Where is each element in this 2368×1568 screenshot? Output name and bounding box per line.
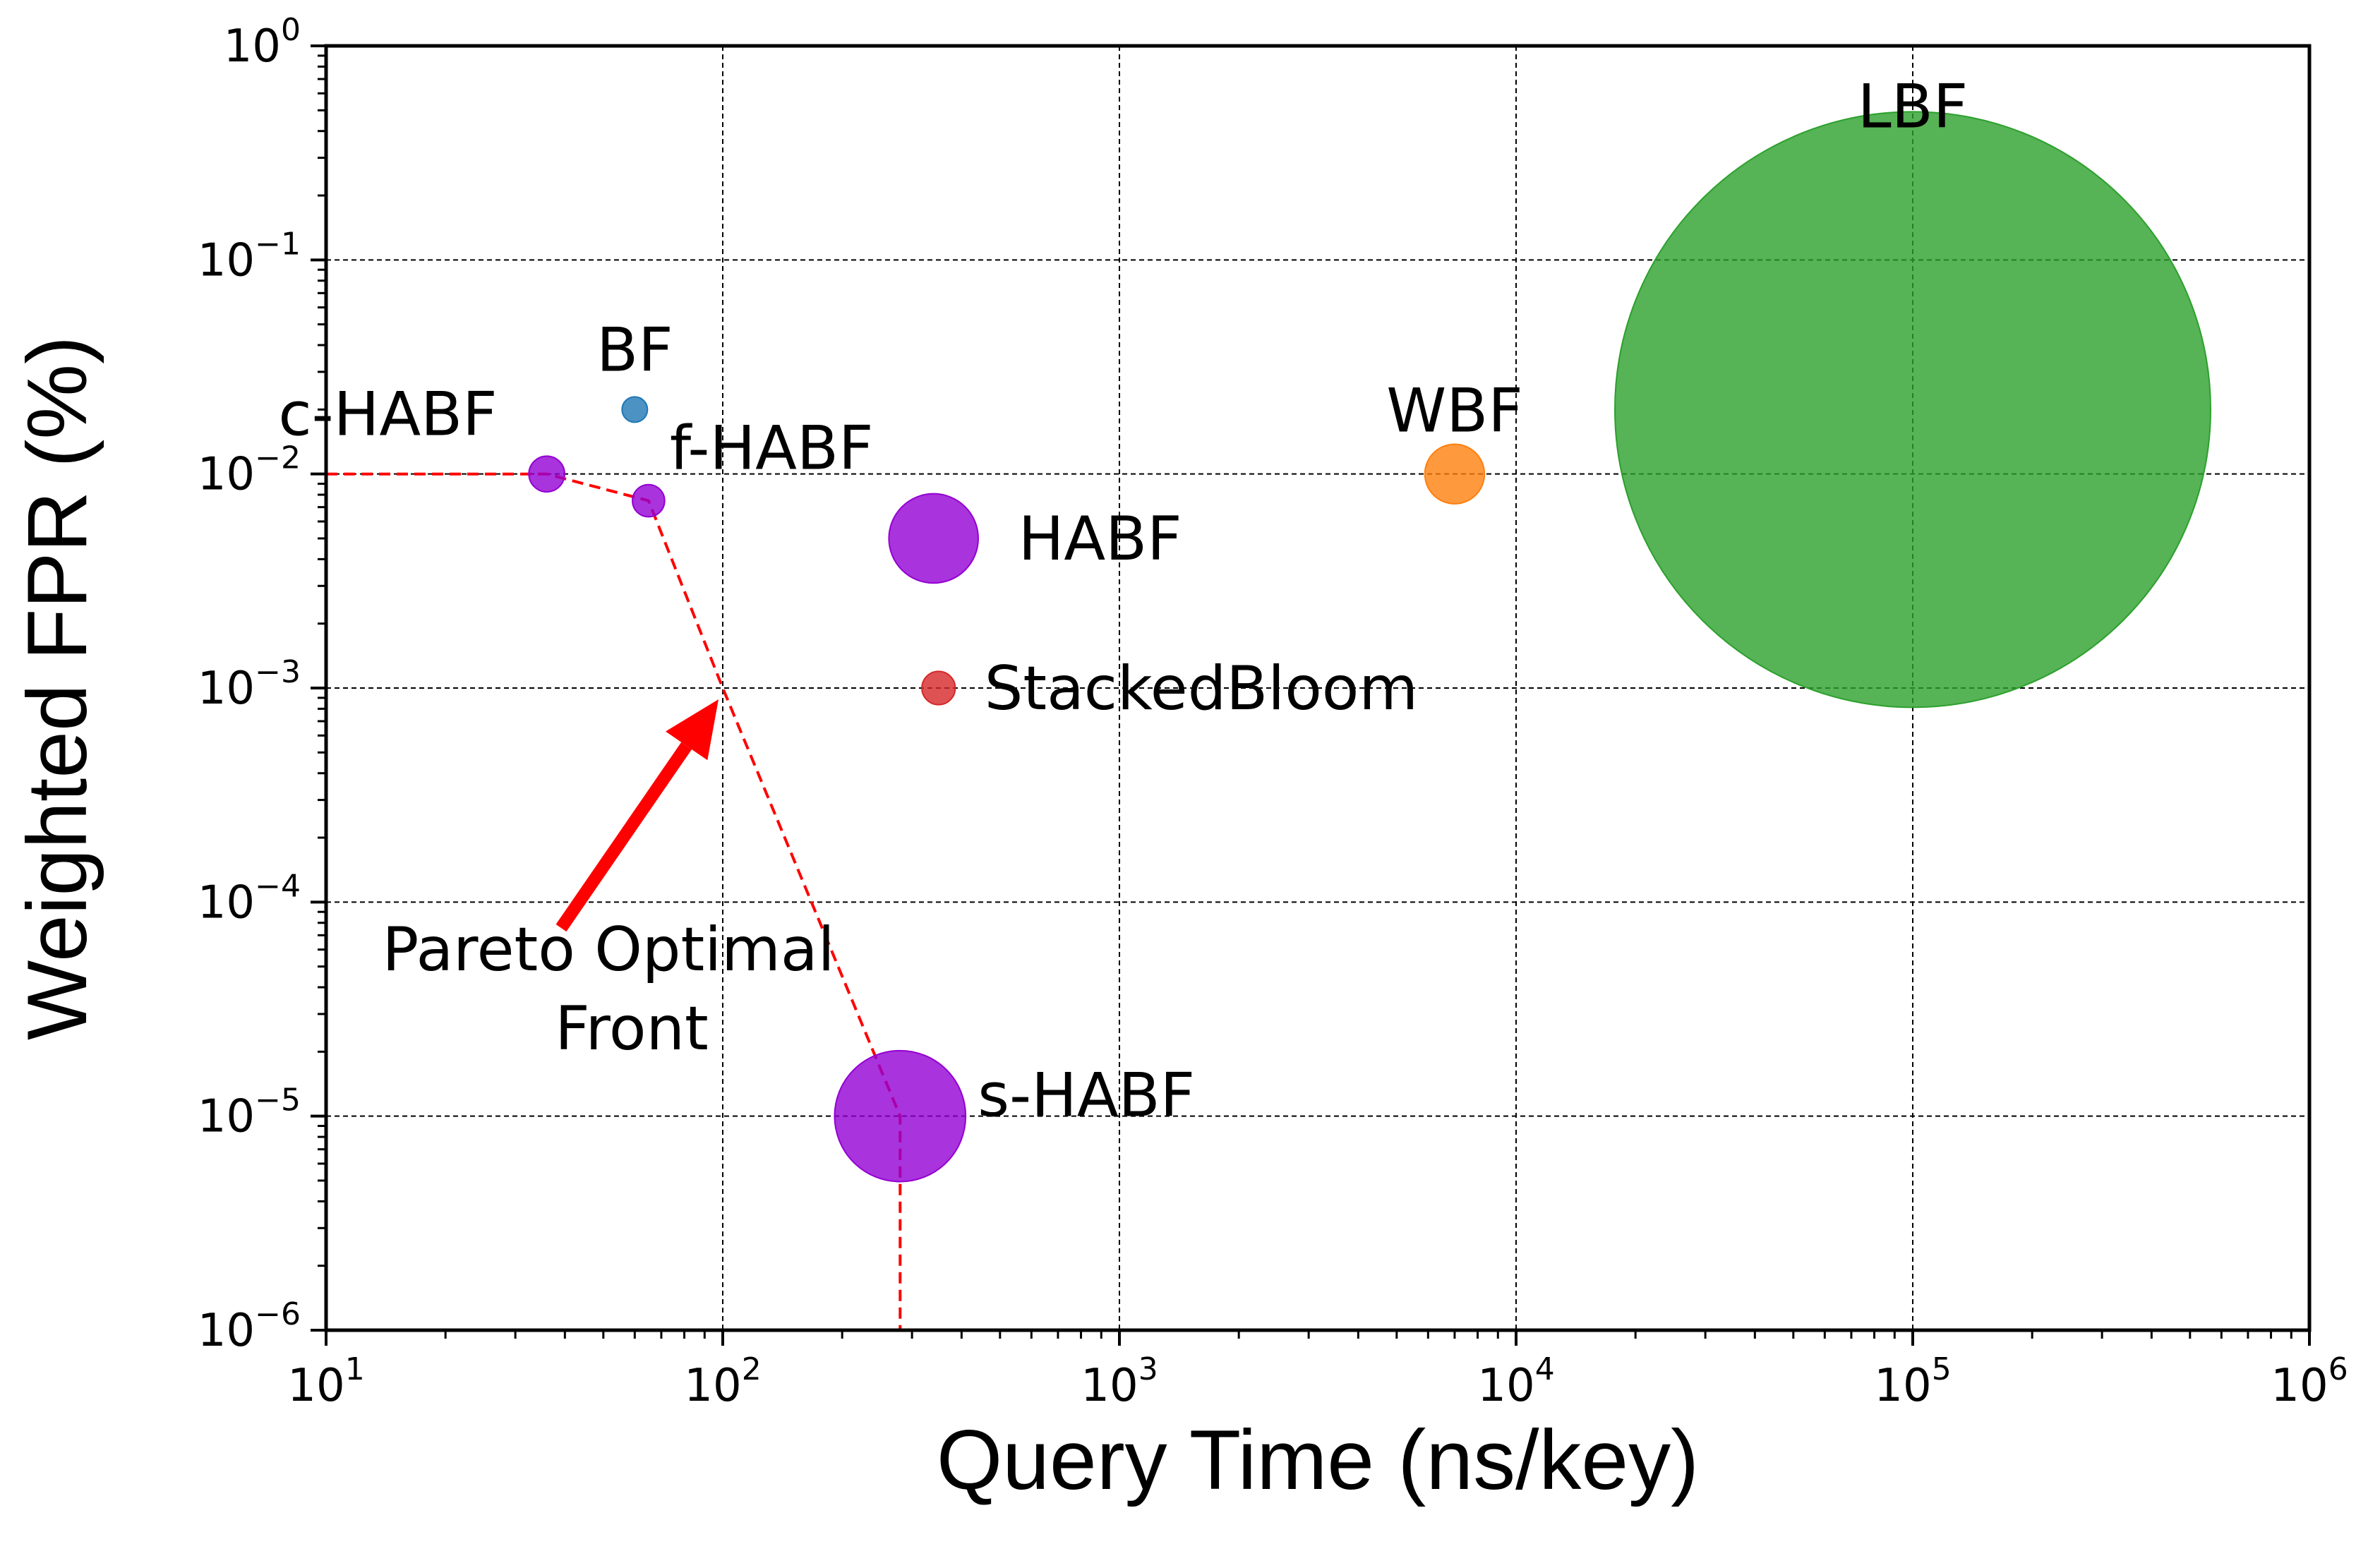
axis-ticks: 101 102 103 104 105 106 100 10−1 10−2 10−3 10−4 10−… bbox=[198, 12, 2348, 1412]
annotation-arrow-head bbox=[665, 699, 719, 761]
point-s-habf bbox=[834, 1049, 967, 1183]
annotation-line-2: Front bbox=[555, 994, 709, 1064]
y-tick-label: 100 bbox=[224, 12, 301, 73]
label-lbf: LBF bbox=[1858, 71, 1968, 142]
y-tick-label: 10−2 bbox=[198, 440, 301, 501]
plot-frame bbox=[324, 44, 2312, 1332]
point-labels: BF c-HABF f-HABF HABF StackedBloom s-HABF WBF L… bbox=[278, 71, 1968, 1130]
x-tick-label: 106 bbox=[2271, 1351, 2348, 1412]
label-s-habf: s-HABF bbox=[978, 1061, 1195, 1131]
x-tick-label: 102 bbox=[684, 1351, 761, 1412]
annotation-arrow-shaft bbox=[555, 742, 692, 932]
y-tick-label: 10−6 bbox=[198, 1296, 301, 1357]
label-bf: BF bbox=[596, 315, 673, 385]
label-f-habf: f-HABF bbox=[670, 414, 874, 484]
point-lbf bbox=[1614, 111, 2211, 708]
y-axis-label: Weighted FPR (%) bbox=[10, 336, 104, 1040]
point-bf bbox=[621, 396, 649, 423]
label-c-habf: c-HABF bbox=[278, 380, 497, 450]
label-stackedbloom: StackedBloom bbox=[985, 653, 1418, 724]
annotation-line-1: Pareto Optimal bbox=[382, 915, 834, 985]
point-wbf bbox=[1424, 443, 1486, 505]
label-wbf: WBF bbox=[1386, 376, 1523, 447]
y-tick-label: 10−4 bbox=[198, 868, 301, 929]
point-habf bbox=[888, 493, 979, 584]
point-f-habf bbox=[632, 483, 666, 518]
x-tick-label: 103 bbox=[1081, 1351, 1158, 1412]
x-tick-label: 105 bbox=[1874, 1351, 1951, 1412]
x-axis-label: Query Time (ns/key) bbox=[937, 1413, 1699, 1507]
y-tick-label: 10−5 bbox=[198, 1082, 301, 1143]
data-points bbox=[528, 111, 2211, 1183]
label-habf: HABF bbox=[1018, 504, 1182, 574]
point-stackedbloom bbox=[921, 670, 956, 706]
y-tick-label: 10−3 bbox=[198, 654, 301, 715]
x-tick-label: 101 bbox=[287, 1351, 364, 1412]
x-tick-label: 104 bbox=[1477, 1351, 1554, 1412]
pareto-annotation: Pareto Optimal Front bbox=[382, 699, 835, 1064]
y-tick-label: 10−1 bbox=[198, 226, 301, 287]
point-c-habf bbox=[528, 455, 565, 493]
